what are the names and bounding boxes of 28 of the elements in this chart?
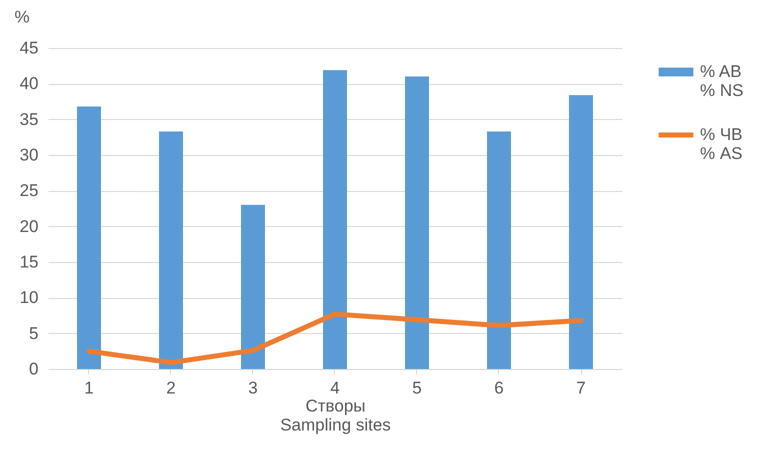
y-tick-label: 45 — [20, 38, 38, 58]
bar — [405, 76, 429, 369]
y-tick-label: 40 — [20, 74, 38, 94]
legend-label: % ЧВ % AS — [700, 125, 743, 163]
y-tick-label: 10 — [20, 288, 38, 308]
x-tick-label: 6 — [494, 378, 504, 398]
legend-label: % AB % NS — [700, 62, 744, 100]
y-tick-label: 35 — [20, 110, 38, 129]
x-tick-label: 1 — [84, 378, 94, 398]
bar — [569, 95, 593, 369]
y-tick-label: 0 — [29, 360, 38, 378]
y-tick-label: 30 — [20, 146, 38, 164]
x-tick-label: 3 — [248, 378, 258, 398]
bar — [487, 131, 511, 369]
bar — [159, 131, 183, 369]
bar — [77, 106, 101, 369]
bar — [241, 204, 265, 369]
y-tick-label: 20 — [20, 216, 38, 236]
x-axis-title: Створы Sampling sites — [280, 396, 391, 434]
y-axis-title: % — [14, 8, 30, 26]
y-tick-label: 15 — [20, 252, 38, 272]
x-tick-label: 7 — [576, 378, 586, 398]
x-tick-label: 5 — [412, 378, 422, 398]
bar — [323, 70, 347, 369]
x-tick-label: 2 — [166, 378, 176, 398]
y-tick-label: 25 — [20, 181, 38, 200]
y-tick-label: 5 — [29, 324, 38, 343]
x-tick-label: 4 — [330, 378, 340, 398]
